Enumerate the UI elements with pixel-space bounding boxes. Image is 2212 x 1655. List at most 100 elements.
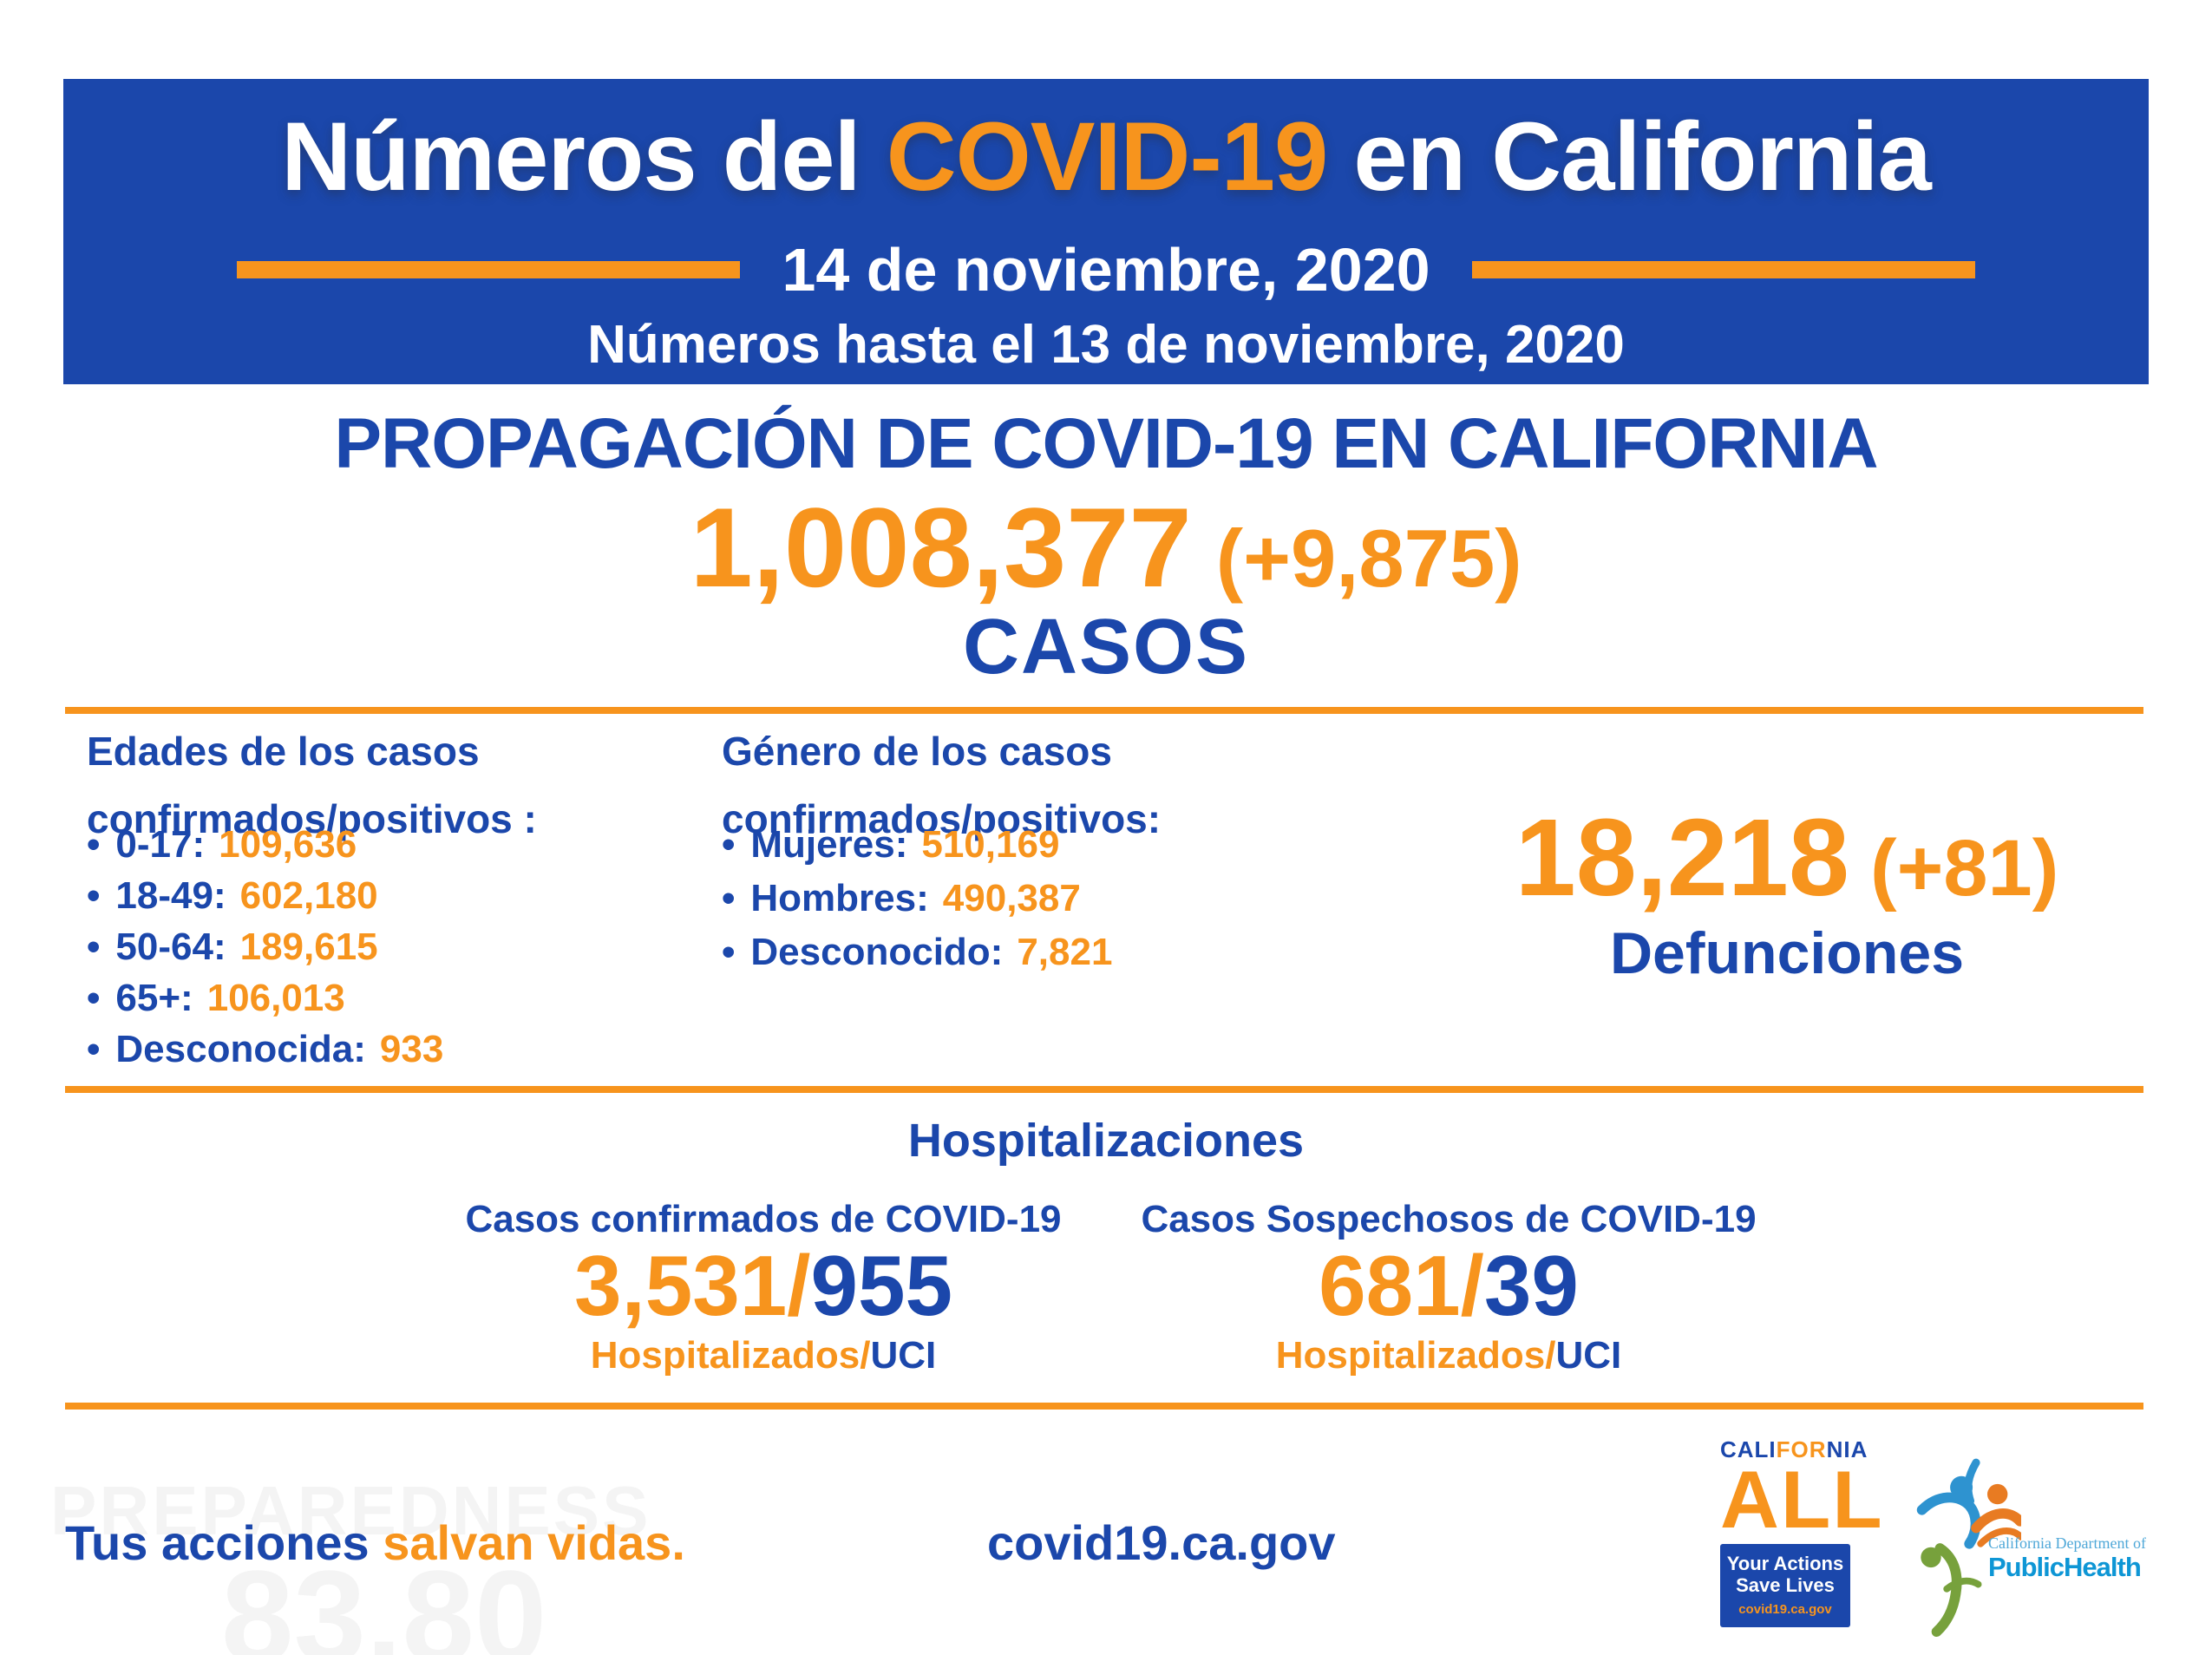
list-item: • 0-17: 109,636 [87, 826, 443, 864]
bullet-icon: • [87, 823, 101, 866]
suspected-hospitalizations-column: Casos Sospechosos de COVID-19 681/39 Hos… [1058, 1197, 1839, 1377]
age-range-value: 109,636 [219, 823, 357, 866]
cases-label: CASOS [962, 604, 1250, 690]
list-item: • Mujeres: 510,169 [722, 826, 1112, 864]
icu-caption: UCI [1555, 1334, 1622, 1377]
age-range-value: 106,013 [206, 977, 345, 1019]
gender-value: 490,387 [942, 877, 1081, 919]
suspected-caption: Hospitalizados/UCI [1058, 1334, 1839, 1377]
deaths-delta: (+81) [1870, 824, 2059, 913]
total-cases-value: 1,008,377 [690, 484, 1192, 611]
cdph-department-line: California Department of [1988, 1534, 2146, 1552]
gender-heading-line1: Género de los casos [722, 729, 1112, 774]
section-divider-top [65, 707, 2143, 714]
header-banner: Números del COVID-19 en California 14 de… [63, 79, 2149, 384]
slash-separator: / [787, 1238, 811, 1333]
deaths-label: Defunciones [1609, 920, 1965, 986]
confirmed-column-title: Casos confirmados de COVID-19 [465, 1198, 1062, 1240]
age-range-value: 933 [379, 1028, 444, 1070]
list-item: • Hombres: 490,387 [722, 880, 1112, 918]
bullet-icon: • [87, 977, 101, 1019]
suspected-column-title: Casos Sospechosos de COVID-19 [1141, 1198, 1757, 1240]
deaths-row: 18,218 (+81) [1427, 802, 2147, 913]
page-title: Números del COVID-19 en California [63, 105, 2149, 209]
hospitalized-caption: Hospitalizados [1275, 1334, 1546, 1377]
bullet-icon: • [722, 877, 736, 919]
gender-label: Mujeres: [750, 823, 908, 866]
age-range-label: 0-17: [115, 823, 206, 866]
spread-heading: PROPAGACIÓN DE COVID-19 EN CALIFORNIA [334, 404, 1878, 483]
watermark-preparedness: PREPAREDNESS [50, 1472, 651, 1549]
cdph-logo: California Department of PublicHealth [1908, 1457, 2164, 1648]
ages-list: • 0-17: 109,636 • 18-49: 602,180 • 50-64… [87, 826, 443, 1069]
footer-message-part1: Tus acciones [65, 1515, 383, 1570]
icu-caption: UCI [870, 1334, 937, 1377]
bullet-icon: • [722, 823, 736, 866]
cdph-publichealth-line: PublicHealth [1988, 1552, 2142, 1582]
watermark-number: 83.80 [221, 1543, 547, 1655]
list-item: • Desconocido: 7,821 [722, 933, 1112, 971]
wordmark-cali: CALI [1720, 1436, 1777, 1462]
california-all-logo: CALIFORNIA ALL Your Actions Save Lives c… [1720, 1436, 1884, 1627]
gender-heading-line2: confirmados/positivos: [722, 796, 1162, 841]
footer-website: covid19.ca.gov [987, 1515, 1336, 1570]
confirmed-hospitalized-value: 3,531 [574, 1238, 788, 1333]
bullet-icon: • [722, 931, 736, 973]
badge-site: covid19.ca.gov [1738, 1602, 1832, 1617]
title-part1: Números del [281, 102, 887, 211]
california-all-wordmark: CALIFORNIA [1720, 1436, 1867, 1462]
gender-value: 7,821 [1017, 931, 1113, 973]
gender-label: Hombres: [750, 877, 929, 919]
confirmed-hospitalizations-column: Casos confirmados de COVID-19 3,531/955 … [373, 1197, 1154, 1377]
ages-heading-line2: confirmados/positivos : [87, 796, 537, 841]
total-cases-row: 1,008,377 (+9,875) [0, 491, 2212, 604]
slash-separator: / [1545, 1334, 1556, 1377]
wordmark-for: FOR [1776, 1436, 1827, 1462]
age-range-label: 65+: [115, 977, 193, 1019]
badge-line1: Your Actions [1726, 1553, 1844, 1574]
date-rule-right [1471, 261, 1975, 278]
slash-separator: / [1460, 1238, 1484, 1333]
list-item: • 18-49: 602,180 [87, 877, 443, 915]
list-item: • 50-64: 189,615 [87, 928, 443, 966]
cdph-text: California Department of PublicHealth [1988, 1534, 2166, 1582]
california-all-all-text: ALL [1720, 1454, 1884, 1545]
age-range-label: 18-49: [115, 874, 226, 917]
age-range-value: 189,615 [239, 926, 378, 968]
confirmed-icu-value: 955 [810, 1238, 952, 1333]
section-divider-bottom [65, 1403, 2143, 1410]
list-item: • Desconocida: 933 [87, 1030, 443, 1069]
date-rule-left [237, 261, 741, 278]
age-range-label: 50-64: [115, 926, 226, 968]
your-actions-save-lives-badge: Your Actions Save Lives covid19.ca.gov [1720, 1544, 1850, 1627]
section-divider-middle [65, 1086, 2143, 1093]
confirmed-caption: Hospitalizados/UCI [373, 1334, 1154, 1377]
suspected-hosp-icu-values: 681/39 [1058, 1242, 1839, 1329]
confirmed-hosp-icu-values: 3,531/955 [373, 1242, 1154, 1329]
wordmark-nia: NIA [1826, 1436, 1868, 1462]
suspected-hospitalized-value: 681 [1319, 1238, 1461, 1333]
list-item: • 65+: 106,013 [87, 979, 443, 1017]
bullet-icon: • [87, 1028, 101, 1070]
age-range-value: 602,180 [239, 874, 378, 917]
cdph-figures-icon [1916, 1458, 2021, 1638]
hospitalizations-heading: Hospitalizaciones [907, 1115, 1305, 1167]
footer-message: Tus acciones salvan vidas. [65, 1516, 685, 1570]
gender-list: • Mujeres: 510,169 • Hombres: 490,387 • … [722, 826, 1112, 971]
data-as-of-date: Números hasta el 13 de noviembre, 2020 [587, 315, 1625, 375]
ages-heading-line1: Edades de los casos [87, 729, 480, 774]
new-cases-delta: (+9,875) [1215, 513, 1522, 604]
gender-label: Desconocido: [750, 931, 1004, 973]
title-covid19: COVID-19 [886, 102, 1329, 211]
date-row: 14 de noviembre, 2020 [63, 235, 2149, 304]
bullet-icon: • [87, 874, 101, 917]
hospitalized-caption: Hospitalizados [590, 1334, 861, 1377]
badge-line2: Save Lives [1736, 1574, 1835, 1596]
age-range-label: Desconocida: [115, 1028, 366, 1070]
gender-value: 510,169 [921, 823, 1060, 866]
deaths-total-value: 18,218 [1515, 796, 1850, 919]
title-part2: en California [1327, 102, 1931, 211]
report-date: 14 de noviembre, 2020 [782, 236, 1430, 304]
bullet-icon: • [87, 926, 101, 968]
